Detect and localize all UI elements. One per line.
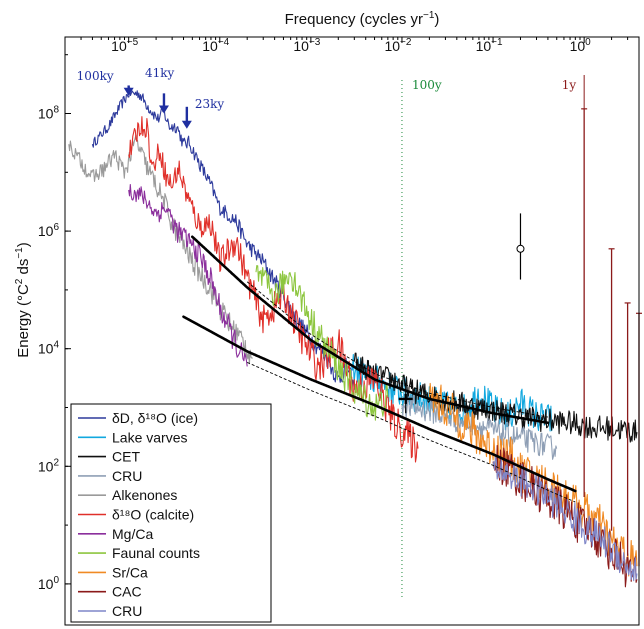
legend-box — [70, 403, 272, 623]
x-tick-label-0: 10−5 — [111, 37, 138, 54]
legend-label-9: CAC — [112, 584, 142, 600]
annotation-label-4: 1y — [562, 78, 577, 92]
fit-band-1 — [246, 361, 576, 503]
x-axis-title: Frequency (cycles yr−1) — [285, 10, 440, 28]
series-line-7 — [255, 265, 389, 421]
series-line-6 — [128, 183, 248, 367]
series-line-0 — [91, 87, 355, 392]
x-tick-label-1: 10−4 — [202, 37, 229, 54]
x-tick-label-5: 100 — [570, 37, 592, 54]
series-line-4 — [68, 134, 253, 365]
x-tick-label-3: 10−2 — [384, 37, 411, 54]
legend-label-4: Alkenones — [112, 487, 177, 503]
y-tick-label-2: 104 — [38, 340, 60, 357]
x-tick-label-4: 10−1 — [476, 37, 503, 54]
annotation-label-0: 100ky — [77, 69, 114, 83]
legend-label-1: Lake varves — [112, 429, 187, 445]
y-tick-label-4: 108 — [38, 105, 60, 122]
cycle-arrowhead-0 — [123, 87, 134, 96]
cycle-arrowhead-2 — [181, 120, 192, 129]
series-line-9 — [492, 444, 638, 588]
annotation-label-2: 23ky — [195, 97, 225, 111]
legend-label-5: δ¹⁸O (calcite) — [112, 507, 194, 523]
legend-label-8: Sr/Ca — [112, 564, 148, 580]
legend-label-6: Mg/Ca — [112, 526, 153, 542]
axes-layer: 10−5 10−4 10−3 10−2 10−1 100 100 102 104 106 108 — [38, 37, 640, 592]
legend-label-3: CRU — [112, 468, 142, 484]
y-axis-title: Energy (°C2 ds−1) — [14, 242, 32, 358]
legend-label-0: δD, δ¹⁸O (ice) — [112, 410, 198, 426]
fit-line-1 — [182, 315, 577, 493]
y-tick-label-1: 102 — [38, 457, 60, 474]
annotation-label-3: 100y — [412, 78, 442, 92]
error-marker-0 — [516, 244, 525, 253]
legend: δD, δ¹⁸O (ice) Lake varves CET CRU Alkenones… — [70, 403, 272, 623]
fit-band-0 — [246, 281, 549, 418]
y-tick-label-3: 106 — [38, 222, 60, 239]
annotation-label-1: 41ky — [145, 66, 175, 80]
legend-label-10: CRU — [112, 603, 142, 619]
plot-frame — [64, 36, 640, 626]
x-tick-label-2: 10−3 — [293, 37, 320, 54]
series-line-3 — [401, 394, 558, 460]
cycle-arrowhead-1 — [158, 105, 169, 114]
legend-label-7: Faunal counts — [112, 545, 200, 561]
legend-label-2: CET — [112, 449, 140, 465]
y-tick-label-0: 100 — [38, 575, 60, 592]
fit-line-0 — [191, 235, 550, 425]
series-line-10 — [492, 456, 638, 582]
